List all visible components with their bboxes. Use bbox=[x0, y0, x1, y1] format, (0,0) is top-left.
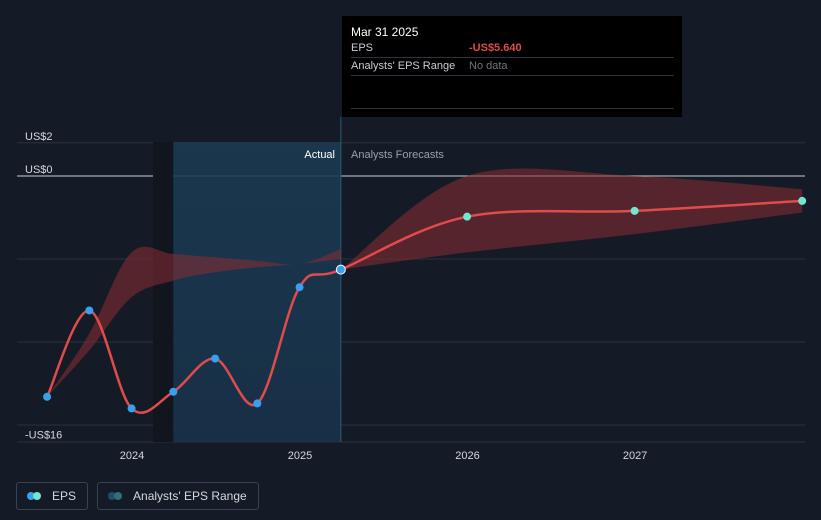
forecast-region-label: Analysts Forecasts bbox=[351, 149, 444, 161]
legend-label-eps-range: Analysts' EPS Range bbox=[133, 489, 247, 503]
y-tick-label: US$0 bbox=[25, 164, 53, 176]
tooltip-row-eps: EPS -US$5.640 bbox=[351, 40, 674, 58]
eps-point-1[interactable] bbox=[85, 306, 94, 315]
tooltip-row-range: Analysts' EPS Range No data bbox=[351, 58, 674, 76]
eps-line-path bbox=[45, 199, 804, 414]
legend-item-eps[interactable]: EPS bbox=[16, 482, 89, 510]
eps-point-3[interactable] bbox=[169, 387, 178, 396]
eps-point-2[interactable] bbox=[127, 404, 136, 413]
eps-point-8[interactable] bbox=[463, 212, 472, 221]
tooltip-divider bbox=[351, 108, 674, 109]
x-axis-labels: 2024 2025 2026 2027 bbox=[120, 450, 648, 462]
actual-highlight-shade bbox=[173, 142, 341, 442]
tooltip-date: Mar 31 2025 bbox=[351, 25, 419, 39]
eps-range-band-1 bbox=[340, 168, 803, 270]
tooltip-eps-label: EPS bbox=[351, 42, 374, 54]
eps-point-9[interactable] bbox=[630, 206, 639, 215]
eps-point-6[interactable] bbox=[295, 283, 304, 292]
eps-point-10[interactable] bbox=[798, 196, 807, 205]
eps-point-5[interactable] bbox=[253, 399, 262, 408]
hover-tooltip: Mar 31 2025 EPS -US$5.640 Analysts' EPS … bbox=[342, 16, 682, 117]
chart-legend: EPS Analysts' EPS Range bbox=[16, 482, 259, 510]
eps-range-legend-icon bbox=[108, 492, 125, 500]
eps-points bbox=[43, 196, 807, 413]
tooltip-range-label: Analysts' EPS Range bbox=[351, 60, 456, 72]
legend-label-eps: EPS bbox=[52, 489, 77, 503]
actual-period-shading bbox=[153, 117, 342, 442]
y-axis-labels: US$2 US$0 -US$16 bbox=[25, 131, 62, 442]
eps-point-0[interactable] bbox=[43, 392, 52, 401]
analysts-eps-range-bands bbox=[47, 168, 803, 397]
eps-range-band-0 bbox=[47, 246, 341, 397]
eps-point-7[interactable] bbox=[335, 264, 346, 275]
tooltip-eps-value: -US$5.640 bbox=[469, 42, 522, 54]
actual-region-label: Actual bbox=[304, 149, 335, 161]
y-tick-label: US$2 bbox=[25, 131, 53, 143]
legend-item-eps-range[interactable]: Analysts' EPS Range bbox=[97, 482, 259, 510]
pre-highlight-shade bbox=[153, 142, 174, 442]
eps-point-4[interactable] bbox=[211, 354, 220, 363]
eps-legend-icon bbox=[27, 492, 44, 500]
eps-line bbox=[45, 199, 804, 414]
x-tick-label: 2027 bbox=[623, 450, 647, 462]
tooltip-range-value: No data bbox=[469, 60, 508, 72]
x-tick-label: 2026 bbox=[455, 450, 479, 462]
x-tick-label: 2025 bbox=[288, 450, 312, 462]
x-tick-label: 2024 bbox=[120, 450, 144, 462]
y-tick-label: -US$16 bbox=[25, 430, 62, 442]
